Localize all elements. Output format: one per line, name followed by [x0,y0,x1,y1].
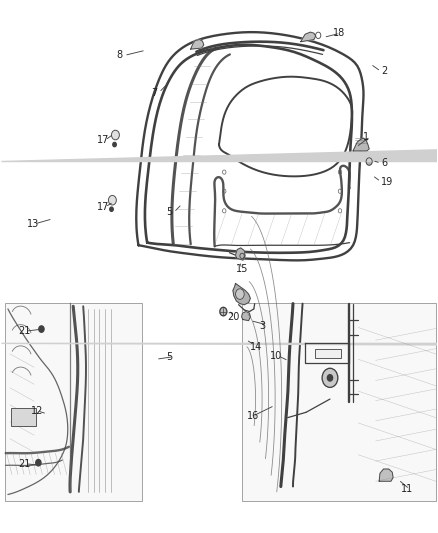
Circle shape [36,459,41,466]
Polygon shape [1,109,438,161]
Circle shape [113,142,116,147]
Circle shape [109,196,116,205]
Polygon shape [236,248,245,260]
Text: 5: 5 [166,207,172,217]
Polygon shape [353,138,369,151]
Polygon shape [379,469,393,481]
Text: 10: 10 [270,351,283,361]
Text: 15: 15 [237,264,249,274]
Text: 21: 21 [18,326,30,336]
Text: 16: 16 [247,411,260,421]
Polygon shape [233,284,251,305]
Circle shape [39,326,44,332]
FancyBboxPatch shape [242,303,436,501]
Polygon shape [1,343,438,363]
FancyBboxPatch shape [11,408,36,425]
Text: 17: 17 [97,202,110,212]
Polygon shape [242,312,251,320]
Text: 3: 3 [259,321,265,331]
Text: 2: 2 [381,67,387,76]
Circle shape [366,158,372,165]
Text: 5: 5 [166,352,172,361]
Text: 20: 20 [228,312,240,322]
Text: 1: 1 [363,132,369,142]
Circle shape [112,130,119,140]
Text: 17: 17 [97,135,110,146]
Circle shape [322,368,338,387]
Text: 11: 11 [401,484,413,494]
Circle shape [236,289,244,300]
Text: 13: 13 [27,219,39,229]
Text: 8: 8 [117,51,123,60]
Polygon shape [191,39,204,49]
Polygon shape [301,32,316,42]
FancyBboxPatch shape [315,349,341,358]
Text: 19: 19 [381,176,393,187]
Circle shape [327,375,332,381]
Text: 6: 6 [381,158,387,168]
Text: 18: 18 [333,28,345,38]
Circle shape [110,207,113,212]
Circle shape [220,308,227,316]
FancyBboxPatch shape [5,303,141,501]
Text: 12: 12 [31,406,43,416]
Text: 14: 14 [250,342,262,352]
Text: 21: 21 [18,459,30,469]
Text: 7: 7 [152,87,158,98]
